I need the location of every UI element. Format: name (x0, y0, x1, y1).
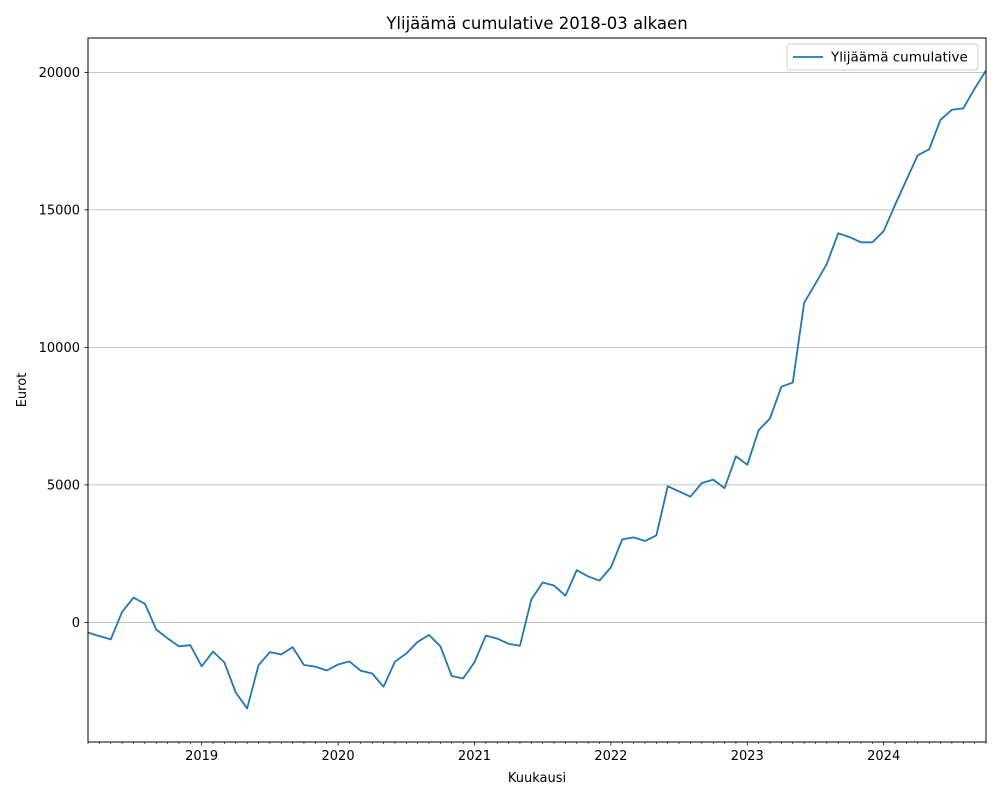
x-tick-label: 2021 (458, 749, 491, 764)
y-tick-label: 10000 (39, 341, 80, 356)
legend-label: Ylijäämä cumulative (830, 50, 968, 66)
x-tick-label: 2024 (867, 749, 900, 764)
x-axis: 2019 2020 2021 2022 2023 2024 (87, 742, 987, 764)
x-tick-label: 2022 (594, 749, 627, 764)
chart-title: Ylijäämä cumulative 2018-03 alkaen (385, 14, 687, 33)
series-layer (87, 69, 987, 710)
x-axis-label: Kuukausi (508, 771, 566, 786)
x-tick-label: 2020 (322, 749, 355, 764)
x-tick-label: 2019 (185, 749, 218, 764)
y-axis: 0 5000 10000 15000 20000 (39, 66, 88, 631)
y-tick-label: 15000 (39, 203, 80, 218)
legend-box (786, 43, 979, 71)
y-tick-label: 5000 (47, 478, 80, 493)
y-tick-label: 0 (72, 616, 80, 631)
y-axis-label: Eurot (15, 373, 30, 408)
x-tick-label: 2023 (731, 749, 764, 764)
plot-frame (87, 37, 987, 743)
series-line (87, 69, 987, 710)
gridlines (88, 71, 986, 623)
legend: Ylijäämä cumulative (786, 43, 979, 71)
y-tick-label: 20000 (39, 66, 80, 81)
